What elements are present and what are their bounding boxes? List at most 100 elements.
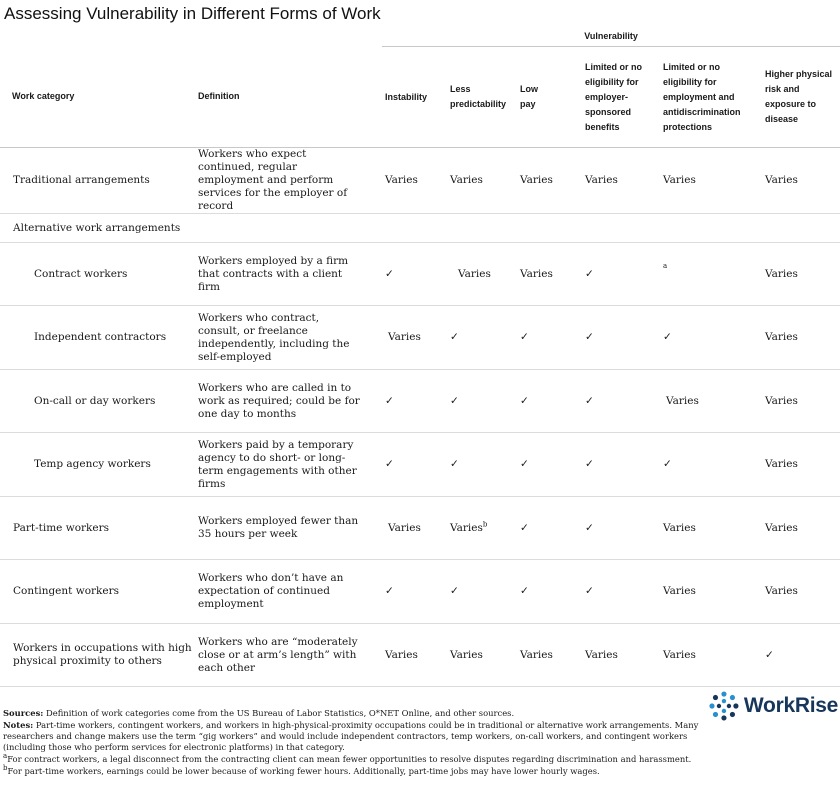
instability-value: Varies (382, 305, 447, 370)
footnote-b: bFor part-time workers, earnings could b… (3, 764, 723, 777)
workrise-logo: WorkRise (708, 690, 838, 722)
table-section-row: Alternative work arrangements (0, 213, 840, 243)
work-category-section: Alternative work arrangements (0, 213, 840, 243)
footnote-a: aFor contract workers, a legal disconnec… (3, 752, 723, 765)
table-row: Workers in occupations with high physica… (0, 623, 840, 687)
protections-value: Varies (660, 496, 762, 560)
low-pay-value: ✓ (517, 559, 582, 624)
less-predictability-value: ✓ (447, 432, 517, 497)
col-header-benefits: Limited or no eligibility for employer-s… (582, 46, 660, 148)
less-predictability-value: Varies (447, 623, 517, 687)
low-pay-value: ✓ (517, 369, 582, 433)
low-pay-value: Varies (517, 147, 582, 214)
col-header-instability: Instability (382, 46, 447, 148)
footnote-b-mark: b (3, 764, 8, 773)
instability-value: Varies (382, 623, 447, 687)
col-header-definition: Definition (198, 46, 382, 148)
notes-note: Notes: Part-time workers, contingent wor… (3, 720, 723, 753)
definition: Workers who don’t have an expectation of… (198, 559, 382, 624)
col-header-low-pay: Low pay (517, 46, 582, 148)
footnote-a-mark: a (3, 752, 8, 761)
page-title: Assessing Vulnerability in Different For… (4, 4, 381, 23)
table-row: Independent contractors Workers who cont… (0, 305, 840, 370)
low-pay-value: ✓ (517, 432, 582, 497)
footnote-b-marker: b (482, 520, 488, 528)
instability-value: ✓ (382, 369, 447, 433)
physical-risk-value: Varies (762, 369, 840, 433)
low-pay-value: ✓ (517, 496, 582, 560)
instability-value: ✓ (382, 242, 447, 306)
benefits-value: ✓ (582, 559, 660, 624)
table-row: Part-time workers Workers employed fewer… (0, 496, 840, 560)
sources-note: Sources: Definition of work categories c… (3, 708, 723, 719)
sources-label: Sources: (3, 708, 44, 718)
col-header-category: Work category (0, 46, 198, 148)
table-row: Contract workers Workers employed by a f… (0, 242, 840, 306)
workrise-dots-logo-icon (709, 691, 739, 721)
definition: Workers employed fewer than 35 hours per… (198, 496, 382, 560)
definition: Workers paid by a temporary agency to do… (198, 432, 382, 497)
definition: Workers who are “moderately close or at … (198, 623, 382, 687)
work-category: Temp agency workers (0, 432, 198, 497)
work-category: Traditional arrangements (0, 147, 198, 214)
physical-risk-value: Varies (762, 559, 840, 624)
benefits-value: ✓ (582, 369, 660, 433)
col-header-physical-risk: Higher physical risk and exposure to dis… (762, 46, 840, 148)
physical-risk-value: Varies (762, 432, 840, 497)
footnote-a-text: For contract workers, a legal disconnect… (7, 754, 692, 764)
work-category: On-call or day workers (0, 369, 198, 433)
protections-value: Varies (660, 559, 762, 624)
benefits-value: Varies (582, 623, 660, 687)
protections-value: ✓ (660, 305, 762, 370)
physical-risk-value: ✓ (762, 623, 840, 687)
footnote-a-marker: a (663, 262, 668, 270)
col-header-less-predictability: Less predictability (447, 46, 517, 148)
less-predictability-value: ✓ (447, 369, 517, 433)
physical-risk-value: Varies (762, 147, 840, 214)
table-row: On-call or day workers Workers who are c… (0, 369, 840, 433)
work-category: Independent contractors (0, 305, 198, 370)
vulnerability-group-header: Vulnerability (382, 26, 840, 47)
instability-value: ✓ (382, 559, 447, 624)
less-predictability-value: ✓ (447, 305, 517, 370)
sources-text: Definition of work categories come from … (43, 708, 515, 718)
work-category: Part-time workers (0, 496, 198, 560)
protections-value: Varies (660, 369, 762, 433)
benefits-value: Varies (582, 147, 660, 214)
less-predictability-value: Varies (447, 242, 517, 306)
benefits-value: ✓ (582, 496, 660, 560)
less-predictability-cell: Variesb (447, 496, 517, 560)
notes-label: Notes: (3, 720, 34, 730)
work-category: Contingent workers (0, 559, 198, 624)
benefits-value: ✓ (582, 242, 660, 306)
definition: Workers employed by a firm that contract… (198, 242, 382, 306)
notes-text: Part-time workers, contingent workers, a… (3, 720, 699, 752)
table-row: Traditional arrangements Workers who exp… (0, 147, 840, 214)
footnotes: Sources: Definition of work categories c… (3, 708, 723, 778)
table-row: Contingent workers Workers who don’t hav… (0, 559, 840, 624)
low-pay-value: Varies (517, 242, 582, 306)
instability-value: Varies (382, 147, 447, 214)
instability-value: Varies (382, 496, 447, 560)
definition: Workers who are called in to work as req… (198, 369, 382, 433)
instability-value: ✓ (382, 432, 447, 497)
benefits-value: ✓ (582, 305, 660, 370)
benefits-value: ✓ (582, 432, 660, 497)
low-pay-value: ✓ (517, 305, 582, 370)
vulnerability-table: Vulnerability Work category Definition I… (0, 26, 840, 687)
definition: Workers who contract, consult, or freela… (198, 305, 382, 370)
work-category: Workers in occupations with high physica… (0, 623, 198, 687)
less-predictability-value: Varies (450, 521, 483, 534)
physical-risk-value: Varies (762, 305, 840, 370)
physical-risk-value: Varies (762, 496, 840, 560)
protections-value: Varies (660, 147, 762, 214)
physical-risk-value: Varies (762, 242, 840, 306)
definition: Workers who expect continued, regular em… (198, 147, 382, 214)
less-predictability-value: ✓ (447, 559, 517, 624)
table-row: Temp agency workers Workers paid by a te… (0, 432, 840, 497)
protections-value: ✓ (660, 432, 762, 497)
logo-wordmark: WorkRise (743, 694, 838, 717)
low-pay-value: Varies (517, 623, 582, 687)
less-predictability-value: Varies (447, 147, 517, 214)
protections-value: Varies (660, 623, 762, 687)
